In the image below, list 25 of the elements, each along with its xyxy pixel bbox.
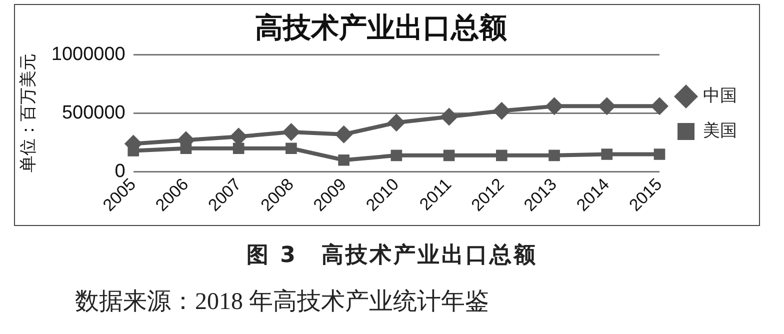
point (282, 122, 300, 141)
point (650, 97, 668, 116)
point (440, 108, 458, 126)
point (387, 114, 406, 132)
legend-label: 中国 (703, 86, 737, 106)
point (286, 142, 297, 154)
point (443, 150, 455, 162)
point (390, 150, 402, 162)
point (492, 102, 511, 120)
source-note: 数据来源：2018 年高技术产业统计年鉴 (75, 288, 489, 317)
point (654, 148, 666, 160)
point (545, 97, 564, 116)
point (548, 150, 560, 162)
point (598, 97, 616, 116)
y-axis-title: 单位：百万美元 (18, 54, 39, 173)
chart-title: 高技术产业出口总额 (255, 11, 508, 44)
point (334, 125, 353, 144)
caption: 图 3 高技术产业出口总额 (246, 242, 538, 270)
point (232, 142, 244, 154)
point (338, 154, 350, 166)
point (496, 150, 508, 162)
point (601, 148, 613, 160)
y-tick-label: 500000 (62, 102, 126, 124)
legend-label: 美国 (703, 121, 737, 140)
y-tick-label: 1000000 (51, 44, 126, 65)
